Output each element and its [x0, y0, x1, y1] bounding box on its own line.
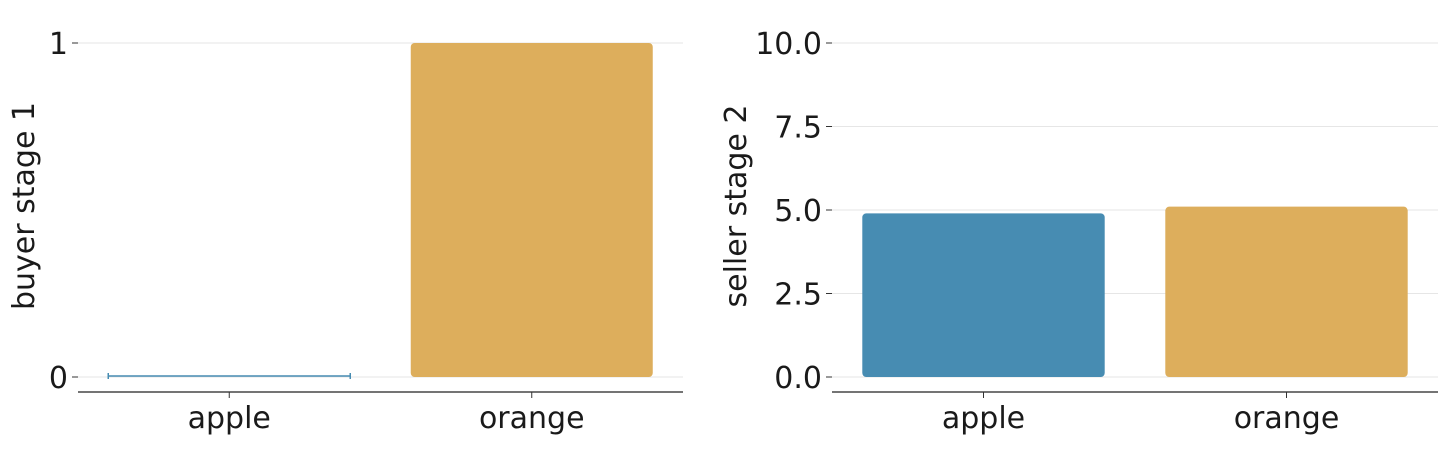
y-tick-label: 0.0	[774, 361, 822, 396]
y-tick-label: 7.5	[774, 111, 822, 146]
x-tick-label: orange	[1234, 401, 1340, 436]
y-axis-label: buyer stage 1	[7, 102, 42, 310]
x-tick-label: orange	[479, 401, 585, 436]
y-tick-label: 0	[49, 361, 68, 396]
y-tick-label: 10.0	[755, 27, 822, 62]
bar-apple	[862, 213, 1105, 377]
y-tick-label: 1	[49, 27, 68, 62]
bar-orange	[1165, 206, 1408, 377]
y-tick-label: 2.5	[774, 278, 822, 313]
x-tick-label: apple	[942, 401, 1025, 436]
y-axis-label: seller stage 2	[719, 105, 754, 308]
bar-orange	[410, 43, 653, 377]
y-tick-label: 5.0	[774, 194, 822, 229]
x-tick-label: apple	[188, 401, 271, 436]
